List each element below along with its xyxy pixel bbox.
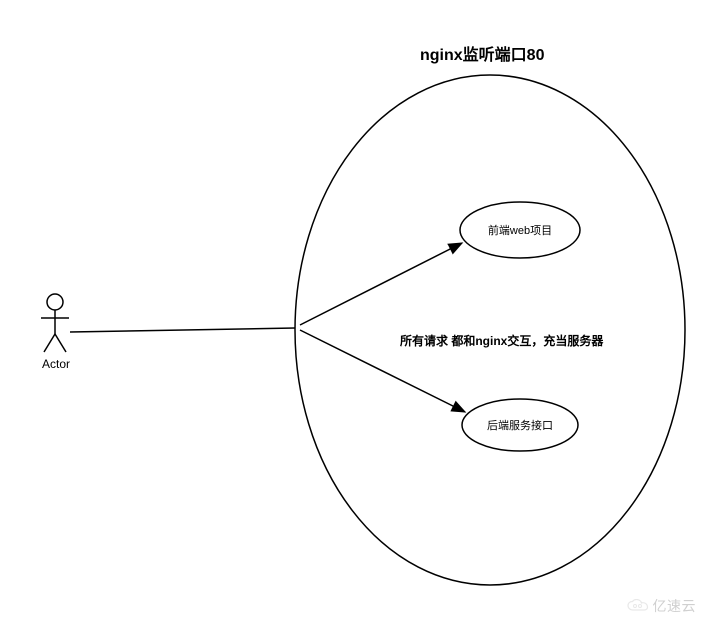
watermark-text: 亿速云 — [653, 596, 697, 616]
watermark: 亿速云 — [627, 596, 697, 616]
cloud-icon — [627, 599, 649, 613]
diagram-svg: nginx监听端口80 Actor 前端web项目 后端服务接口 所有请求 都和… — [0, 0, 708, 624]
edge-actor-container — [70, 328, 295, 332]
backend-label: 后端服务接口 — [487, 419, 553, 432]
container-ellipse — [295, 75, 685, 585]
frontend-label: 前端web项目 — [488, 223, 552, 237]
actor-figure — [41, 294, 69, 352]
diagram-title: nginx监听端口80 — [420, 45, 545, 64]
edge-to-frontend — [300, 243, 462, 325]
diagram-container: nginx监听端口80 Actor 前端web项目 后端服务接口 所有请求 都和… — [0, 0, 708, 624]
actor-label: Actor — [42, 357, 70, 371]
description-text: 所有请求 都和nginx交互，充当服务器 — [400, 333, 604, 348]
